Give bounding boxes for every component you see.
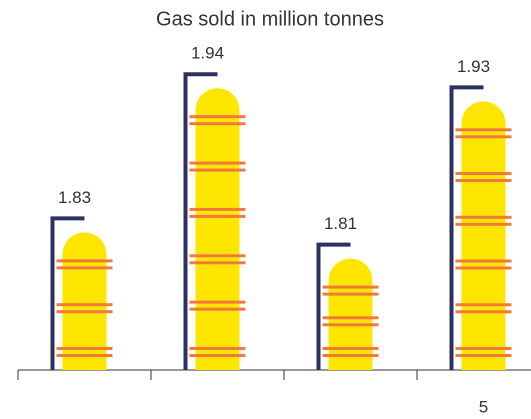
value-label: 1.94 (191, 44, 224, 63)
ring (455, 310, 512, 314)
ring (322, 347, 379, 350)
pipe (50, 216, 85, 370)
ring (455, 222, 512, 226)
ring (455, 128, 512, 132)
value-label: 1.93 (457, 57, 490, 76)
value-label: 1.83 (58, 188, 91, 207)
ring (189, 122, 246, 126)
ring (322, 323, 379, 327)
ring (455, 172, 512, 176)
ring (189, 347, 246, 350)
ring (189, 354, 246, 357)
ring (189, 207, 246, 211)
ring (455, 354, 512, 357)
ring (455, 303, 512, 307)
tank (461, 101, 506, 370)
ring (56, 266, 113, 270)
tank (195, 88, 240, 370)
pipe (183, 72, 218, 370)
ring (322, 292, 379, 296)
ring (56, 310, 113, 314)
pipe (449, 85, 484, 370)
ring (56, 259, 113, 263)
ring (56, 354, 113, 357)
ring (455, 135, 512, 139)
pipe (316, 242, 351, 370)
ring (189, 161, 246, 165)
ring (189, 168, 246, 172)
ring (189, 214, 246, 218)
ring (189, 254, 246, 258)
ring (455, 215, 512, 219)
ring (455, 179, 512, 183)
ring (455, 266, 512, 270)
ring (189, 261, 246, 265)
ring (189, 307, 246, 311)
tank (328, 258, 373, 370)
ring (189, 115, 246, 119)
ring (322, 316, 379, 320)
ring (56, 347, 113, 350)
chart-title: Gas sold in million tonnes (156, 8, 384, 30)
ring (189, 300, 246, 304)
value-label: 1.81 (324, 214, 357, 233)
ring (322, 285, 379, 289)
ring (455, 259, 512, 263)
ring (455, 347, 512, 350)
ring (322, 354, 379, 357)
x-tick-label: 5 (479, 397, 488, 416)
ring (56, 303, 113, 307)
